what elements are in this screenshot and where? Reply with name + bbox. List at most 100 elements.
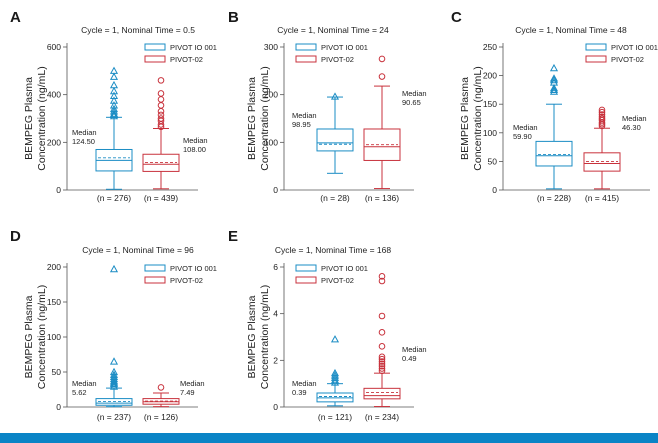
y-tick-label: 100 xyxy=(47,332,61,342)
y-axis-label-line-2: Concentration (ng/mL) xyxy=(259,285,271,389)
median-annotation-value: 0.39 xyxy=(292,388,307,397)
legend-swatch xyxy=(295,55,317,63)
y-tick-label: 0 xyxy=(492,185,497,195)
outlier-point xyxy=(378,355,386,363)
y-axis-label-line-2: Concentration (ng/mL) xyxy=(472,66,484,170)
outlier-point xyxy=(157,96,165,103)
chart-title: Cycle = 1, Nominal Time = 168 xyxy=(275,245,391,255)
n-label: (n = 234) xyxy=(365,412,399,422)
legend-swatch xyxy=(144,55,166,63)
outlier-point xyxy=(157,102,165,109)
y-axis-label-line-1: BEMPEG Plasma xyxy=(246,77,258,160)
chart-title: Cycle = 1, Nominal Time = 24 xyxy=(277,25,389,35)
outlier-point xyxy=(109,367,119,376)
y-tick-label: 150 xyxy=(483,99,497,109)
y-tick-label: 0 xyxy=(56,185,61,195)
bottom-accent-bar xyxy=(0,433,658,443)
outlier-point xyxy=(549,74,559,82)
median-annotation-title: Median xyxy=(180,379,205,388)
median-annotation-title: Median xyxy=(292,379,317,388)
outlier-point xyxy=(157,111,165,119)
outlier-point xyxy=(109,374,119,383)
y-tick-label: 150 xyxy=(47,297,61,307)
y-axis-label-line-2: Concentration (ng/mL) xyxy=(36,285,48,389)
outlier-point xyxy=(378,329,386,336)
outlier-point xyxy=(157,384,165,391)
outlier-point xyxy=(109,101,119,109)
n-label: (n = 28) xyxy=(320,193,350,203)
legend-swatch xyxy=(144,43,166,51)
median-annotation-title: Median xyxy=(513,123,538,132)
y-axis-label-line-2: Concentration (ng/mL) xyxy=(259,66,271,170)
y-tick-label: 100 xyxy=(483,128,497,138)
outlier-point xyxy=(109,111,119,120)
outlier-point xyxy=(109,96,119,104)
outlier-point xyxy=(549,85,559,93)
outlier-point xyxy=(378,365,386,372)
legend-swatch xyxy=(295,276,317,284)
median-annotation-title: Median xyxy=(292,111,317,120)
n-label: (n = 228) xyxy=(537,193,571,203)
n-label: (n = 237) xyxy=(97,412,131,422)
median-annotation-title: Median xyxy=(402,89,427,98)
box-iqr xyxy=(95,398,133,406)
outlier-point xyxy=(109,66,119,74)
box-iqr xyxy=(535,140,573,167)
outlier-point xyxy=(549,83,559,92)
y-tick-label: 4 xyxy=(273,309,278,319)
legend-swatch xyxy=(585,55,607,63)
median-annotation-title: Median xyxy=(72,128,97,137)
outlier-point xyxy=(378,273,386,280)
outlier-point xyxy=(157,108,165,115)
outlier-point xyxy=(330,375,340,384)
box-iqr xyxy=(316,128,354,152)
n-label: (n = 276) xyxy=(97,193,131,203)
outlier-point xyxy=(598,108,606,116)
median-annotation-value: 59.90 xyxy=(513,132,532,141)
median-annotation-title: Median xyxy=(183,136,208,145)
chart-panel-b: B Cycle = 1, Nominal Time = 24 BEMPEG Plas… xyxy=(228,9,427,203)
y-axis-label-line-2: Concentration (ng/mL) xyxy=(36,66,48,170)
y-tick-label: 200 xyxy=(264,90,278,100)
legend-entry: PIVOT IO 001 xyxy=(170,43,217,52)
outlier-point xyxy=(549,87,559,95)
legend-entry: PIVOT-02 xyxy=(321,55,354,64)
y-tick-label: 6 xyxy=(273,262,278,272)
outlier-point xyxy=(549,75,559,84)
median-annotation-value: 90.65 xyxy=(402,98,421,107)
outlier-point xyxy=(330,368,340,377)
legend-entry: PIVOT IO 001 xyxy=(170,264,217,273)
legend-entry: PIVOT-02 xyxy=(170,55,203,64)
outlier-point xyxy=(330,371,340,379)
y-tick-label: 400 xyxy=(47,90,61,100)
chart-title: Cycle = 1, Nominal Time = 96 xyxy=(82,245,194,255)
n-label: (n = 439) xyxy=(144,193,178,203)
outlier-point xyxy=(109,264,119,273)
outlier-point xyxy=(378,312,386,320)
outlier-point xyxy=(109,110,119,119)
y-axis-label-line-1: BEMPEG Plasma xyxy=(459,77,471,160)
outlier-point xyxy=(109,91,119,99)
median-annotation-title: Median xyxy=(402,345,427,354)
y-tick-label: 300 xyxy=(264,42,278,52)
outlier-point xyxy=(598,111,606,118)
legend-entry: PIVOT-02 xyxy=(170,276,203,285)
y-tick-label: 200 xyxy=(47,137,61,147)
y-axis-label-line-1: BEMPEG Plasma xyxy=(246,295,258,378)
outlier-point xyxy=(109,109,119,117)
median-annotation-title: Median xyxy=(72,379,97,388)
outlier-point xyxy=(598,106,606,114)
chart-title: Cycle = 1, Nominal Time = 0.5 xyxy=(81,25,195,35)
panel-label: A xyxy=(10,9,21,26)
n-label: (n = 415) xyxy=(585,193,619,203)
y-axis-label-line-1: BEMPEG Plasma xyxy=(23,77,35,160)
outlier-point xyxy=(549,78,559,86)
legend-swatch xyxy=(144,264,166,272)
box-iqr xyxy=(583,152,621,172)
outlier-point xyxy=(109,372,119,380)
outlier-point xyxy=(330,335,340,343)
outlier-point xyxy=(378,358,386,365)
chart-title: Cycle = 1, Nominal Time = 48 xyxy=(515,25,627,35)
n-label: (n = 126) xyxy=(144,412,178,422)
